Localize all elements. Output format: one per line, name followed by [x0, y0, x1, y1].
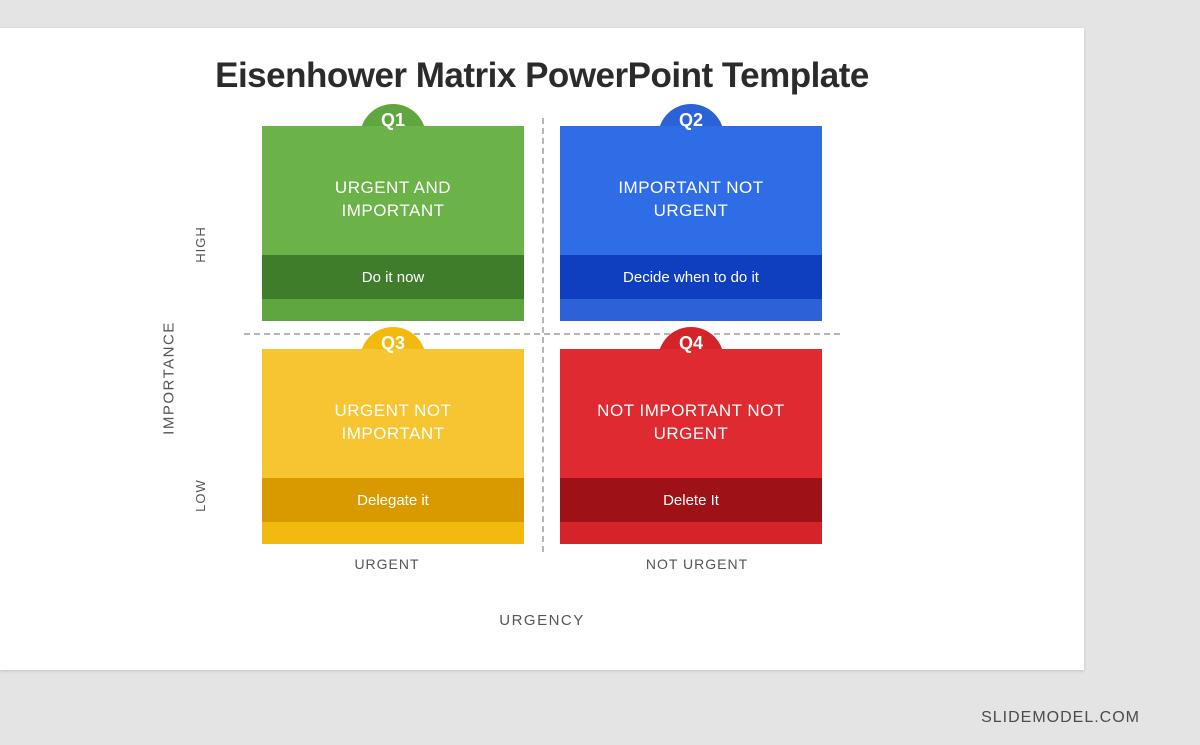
quadrant-q1: Q1 URGENT AND IMPORTANT Do it now	[262, 126, 524, 321]
quadrant-action: Decide when to do it	[560, 255, 822, 299]
x-axis-left-label: URGENT	[232, 556, 542, 572]
slide-title: Eisenhower Matrix PowerPoint Template	[0, 56, 1084, 96]
matrix: IMPORTANCE HIGH LOW Q1 URGENT AND IMPORT…	[232, 126, 852, 629]
quadrant-heading: NOT IMPORTANT NOT URGENT	[560, 349, 822, 478]
x-axis-labels: URGENT NOT URGENT	[232, 556, 852, 572]
x-axis-right-label: NOT URGENT	[542, 556, 852, 572]
slide-canvas: Eisenhower Matrix PowerPoint Template IM…	[0, 28, 1084, 670]
y-axis-low-label: LOW	[193, 479, 208, 512]
quadrant-heading: URGENT NOT IMPORTANT	[262, 349, 524, 478]
y-axis-high-label: HIGH	[193, 226, 208, 263]
matrix-grid: Q1 URGENT AND IMPORTANT Do it now Q2 IMP…	[262, 126, 822, 544]
quadrant-code: Q2	[560, 110, 822, 131]
quadrant-action: Do it now	[262, 255, 524, 299]
quadrant-code: Q4	[560, 333, 822, 354]
quadrant-q3: Q3 URGENT NOT IMPORTANT Delegate it	[262, 349, 524, 544]
quadrant-action: Delete It	[560, 478, 822, 522]
quadrant-footer-bar	[560, 522, 822, 544]
quadrant-action: Delegate it	[262, 478, 524, 522]
quadrant-code: Q3	[262, 333, 524, 354]
quadrant-body: URGENT AND IMPORTANT Do it now	[262, 126, 524, 321]
quadrant-q2: Q2 IMPORTANT NOT URGENT Decide when to d…	[560, 126, 822, 321]
quadrant-heading: IMPORTANT NOT URGENT	[560, 126, 822, 255]
x-axis-title: URGENCY	[232, 612, 852, 629]
y-axis-title: IMPORTANCE	[160, 321, 177, 435]
quadrant-q4: Q4 NOT IMPORTANT NOT URGENT Delete It	[560, 349, 822, 544]
axis-divider-vertical	[542, 118, 544, 552]
quadrant-heading: URGENT AND IMPORTANT	[262, 126, 524, 255]
quadrant-code: Q1	[262, 110, 524, 131]
quadrant-footer-bar	[560, 299, 822, 321]
quadrant-footer-bar	[262, 299, 524, 321]
quadrant-body: NOT IMPORTANT NOT URGENT Delete It	[560, 349, 822, 544]
quadrant-footer-bar	[262, 522, 524, 544]
quadrant-body: IMPORTANT NOT URGENT Decide when to do i…	[560, 126, 822, 321]
quadrant-body: URGENT NOT IMPORTANT Delegate it	[262, 349, 524, 544]
branding-text: SLIDEMODEL.COM	[981, 709, 1140, 727]
